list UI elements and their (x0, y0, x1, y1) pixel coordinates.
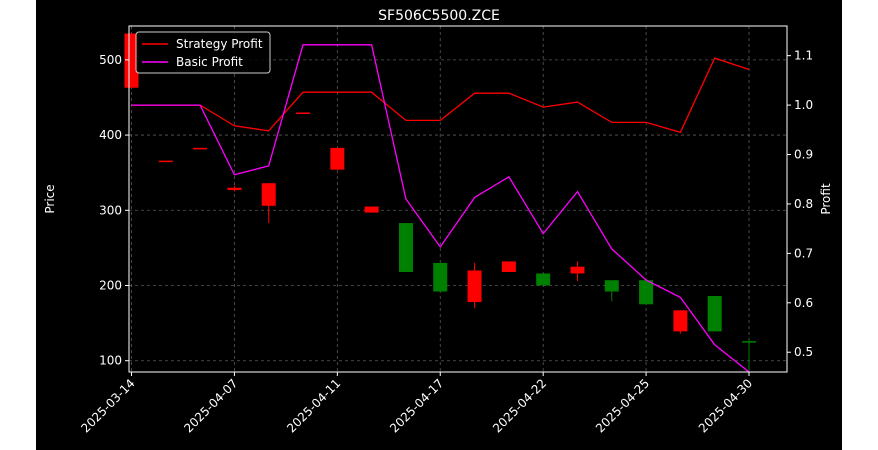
candle (604, 280, 619, 302)
y-axis-label-left: Price (43, 184, 57, 213)
candle-body (330, 147, 345, 170)
candle-body (501, 261, 516, 272)
axis-layer: 100 200 300 400 500 0.5 0.6 0.7 0.8 0.9 1.0 1.1 2025… (78, 49, 813, 436)
candle-body (467, 270, 482, 303)
candle-body (364, 206, 379, 213)
candle (742, 338, 756, 370)
candle-body (742, 341, 756, 343)
candlestick-profit-chart: SF506C5500.ZCE 100 200 300 400 500 0.5 0.6 0.7 0… (43, 8, 833, 436)
candle-body (193, 147, 208, 150)
candle (296, 112, 311, 115)
legend-box (135, 31, 271, 74)
x-tick-label: 2025-04-30 (696, 376, 755, 435)
y-tick-label-right: 0.8 (794, 197, 813, 211)
chart-title: SF506C5500.ZCE (378, 8, 500, 24)
candle (227, 185, 242, 192)
grid-layer (129, 26, 787, 372)
candle (330, 147, 345, 170)
candle (501, 261, 516, 272)
y-tick-label-right: 0.9 (794, 148, 813, 162)
candle (536, 273, 551, 286)
candle (673, 310, 688, 334)
legend-basic-label: Basic Profit (176, 55, 243, 69)
candle-body (673, 310, 688, 332)
candle (707, 296, 722, 332)
candle (364, 206, 379, 213)
candle-body (296, 112, 311, 115)
candle-body (639, 280, 654, 305)
candle-body (570, 266, 585, 274)
plot-frame (128, 25, 788, 373)
x-tick-label: 2025-04-25 (593, 376, 652, 435)
candle-body (536, 273, 551, 286)
y-tick-label-left: 300 (99, 203, 122, 217)
candle-body (261, 183, 276, 206)
y-tick-label-left: 100 (99, 354, 122, 368)
legend: Strategy Profit Basic Profit (135, 31, 271, 74)
x-tick-label: 2025-04-22 (490, 376, 549, 435)
candle-body (158, 160, 173, 163)
candle-body (398, 223, 413, 272)
legend-strategy-label: Strategy Profit (176, 37, 263, 51)
basic-profit-line (131, 44, 750, 373)
x-tick-label: 2025-03-14 (78, 376, 137, 435)
profit-lines (131, 44, 750, 373)
candle (570, 261, 585, 281)
candle (193, 147, 208, 150)
x-tick-label: 2025-04-11 (284, 376, 343, 435)
candle (639, 280, 654, 305)
candle (467, 262, 482, 309)
y-tick-label-right: 0.6 (794, 296, 813, 310)
candle (433, 262, 448, 292)
y-tick-label-left: 400 (99, 128, 122, 142)
candle-body (227, 187, 242, 190)
candle-layer (124, 33, 756, 370)
candle (261, 183, 276, 224)
strategy-profit-line (131, 57, 750, 134)
y-tick-label-left: 200 (99, 279, 122, 293)
y-tick-label-right: 1.1 (794, 49, 813, 63)
x-tick-label: 2025-04-17 (387, 376, 446, 435)
chart-figure: SF506C5500.ZCE 100 200 300 400 500 0.5 0.6 0.7 0… (36, 0, 842, 450)
candle-body (604, 280, 619, 292)
y-tick-label-right: 1.0 (794, 98, 813, 112)
candle-body (433, 262, 448, 292)
candle-body (124, 33, 139, 88)
y-tick-label-right: 0.7 (794, 246, 813, 260)
y-tick-label-right: 0.5 (794, 345, 813, 359)
y-tick-label-left: 500 (99, 53, 122, 67)
x-tick-label: 2025-04-07 (181, 376, 240, 435)
candle (398, 223, 413, 272)
candle (158, 160, 173, 163)
candle (124, 33, 139, 89)
y-axis-label-right: Profit (819, 183, 833, 215)
candle-body (707, 296, 722, 332)
